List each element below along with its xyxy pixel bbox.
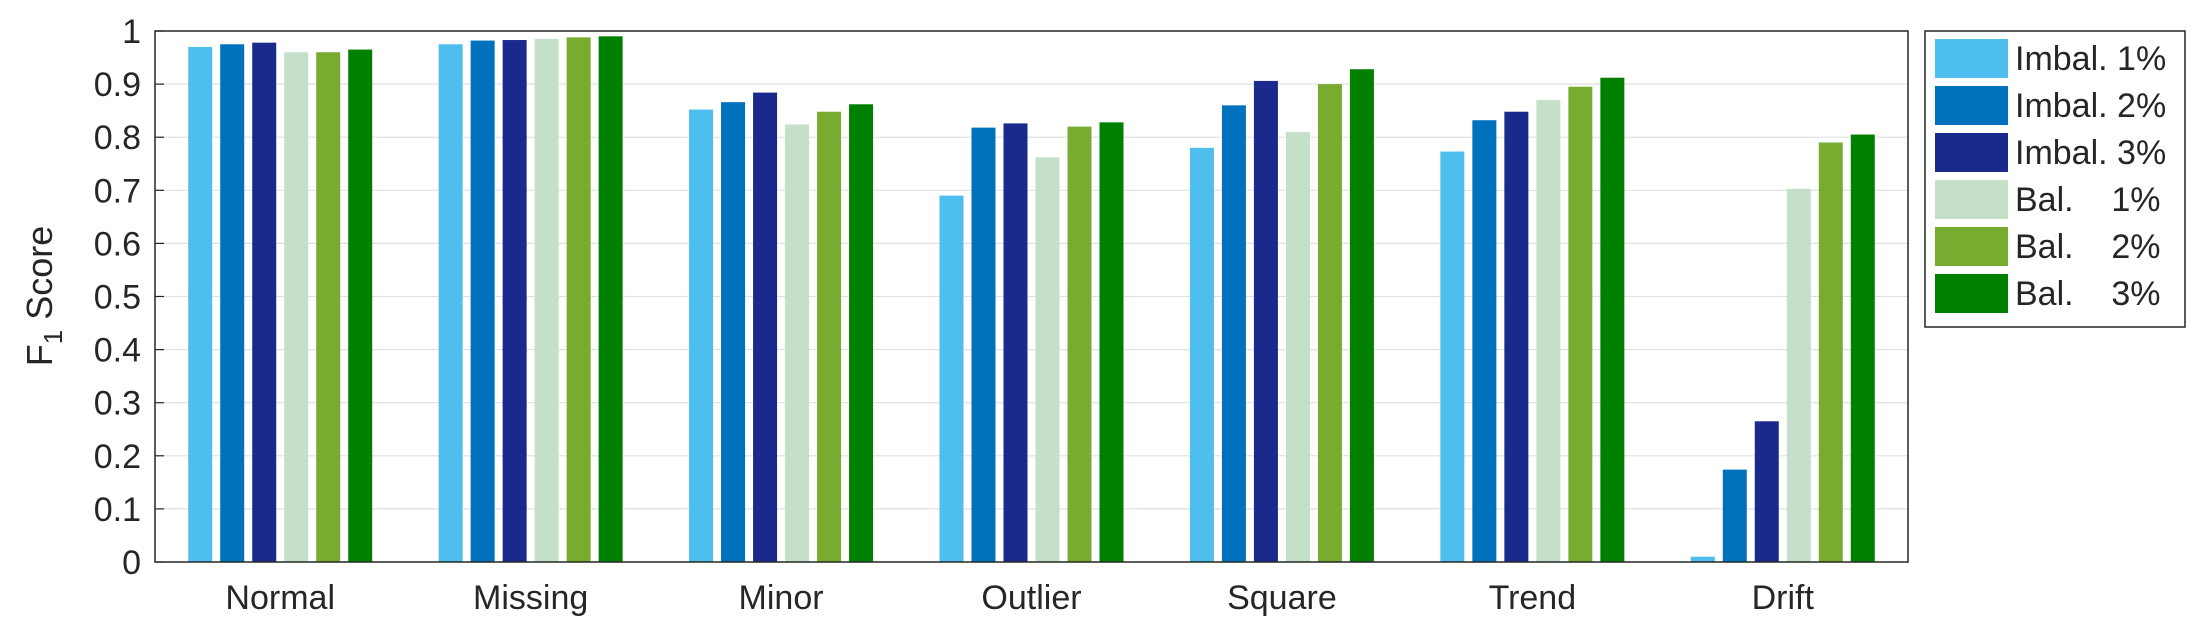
bar-trend-series-1 — [1440, 151, 1465, 563]
bar-missing-series-4 — [534, 38, 559, 562]
bar-normal-series-6 — [348, 49, 373, 562]
bar-minor-series-4 — [785, 124, 810, 563]
y-tick-label: 0.2 — [94, 438, 141, 476]
y-tick-label: 0.4 — [94, 332, 141, 370]
bar-outlier-series-5 — [1067, 126, 1092, 562]
bar-normal-series-4 — [284, 52, 309, 563]
legend-label: Imbal. 3% — [2015, 134, 2166, 172]
bar-outlier-series-3 — [1003, 123, 1028, 563]
y-tick-label: 0 — [122, 544, 141, 582]
grid-lines — [155, 30, 1908, 563]
legend-label: Bal. 1% — [2015, 181, 2161, 219]
bar-normal-series-1 — [188, 46, 213, 563]
bar-drift-series-4 — [1786, 188, 1811, 562]
x-tick-label: Drift — [1752, 579, 1815, 617]
legend-label: Imbal. 2% — [2015, 87, 2166, 125]
x-tick-label: Minor — [739, 579, 824, 617]
legend-swatch — [1935, 133, 2008, 172]
bar-square-series-4 — [1285, 131, 1310, 562]
bar-normal-series-5 — [316, 52, 341, 563]
bar-trend-series-3 — [1504, 111, 1529, 562]
y-tick-label: 0.1 — [94, 491, 141, 529]
bar-missing-series-3 — [502, 40, 527, 563]
bar-drift-series-3 — [1754, 421, 1779, 562]
bar-normal-series-3 — [252, 42, 277, 562]
bar-minor-series-5 — [817, 111, 842, 562]
bar-minor-series-1 — [689, 109, 714, 562]
bar-missing-series-2 — [470, 40, 495, 563]
bar-drift-series-5 — [1818, 142, 1843, 562]
legend-label: Imbal. 1% — [2015, 40, 2166, 78]
legend-swatch — [1935, 39, 2008, 78]
bar-square-series-3 — [1253, 80, 1278, 562]
x-tick-label: Missing — [473, 579, 588, 617]
bar-trend-series-5 — [1568, 86, 1593, 562]
bar-trend-series-6 — [1600, 77, 1625, 562]
legend-label: Bal. 2% — [2015, 228, 2161, 266]
legend-swatch — [1935, 86, 2008, 125]
y-tick-label: 0.8 — [94, 119, 141, 157]
legend-swatch — [1935, 227, 2008, 266]
bar-square-series-6 — [1349, 69, 1374, 563]
bar-drift-series-6 — [1850, 134, 1875, 563]
bar-outlier-series-1 — [939, 195, 964, 563]
bar-trend-series-4 — [1536, 100, 1561, 562]
y-tick-label: 0.7 — [94, 172, 141, 210]
plot-frame — [154, 30, 1909, 563]
y-axis-label-subscript: 1 — [38, 330, 68, 344]
bar-drift-series-1 — [1690, 556, 1715, 562]
bar-square-series-2 — [1221, 105, 1246, 562]
y-tick-label: 0.6 — [94, 225, 141, 263]
x-tick-labels: Normal Missing Minor Outlier Square Trend Drif… — [225, 579, 1814, 617]
bar-missing-series-5 — [566, 37, 591, 562]
x-tick-label: Outlier — [981, 579, 1081, 617]
legend-box — [1924, 30, 2186, 328]
legend: Imbal. 1% Imbal. 2% Imbal. 3% Bal. 1% Bal. 2… — [1924, 30, 2186, 328]
y-tick-label: 0.9 — [94, 66, 141, 104]
bar-outlier-series-4 — [1035, 157, 1060, 563]
bars — [188, 36, 1875, 563]
y-tick-label: 0.5 — [94, 279, 141, 317]
bar-normal-series-2 — [220, 44, 245, 562]
y-axis-label-suffix: Score — [19, 226, 60, 330]
legend-label: Bal. 3% — [2015, 275, 2161, 313]
bar-drift-series-2 — [1722, 469, 1747, 562]
bar-outlier-series-2 — [971, 127, 996, 562]
y-axis-label: F1 Score — [19, 226, 68, 367]
bar-square-series-1 — [1189, 147, 1214, 562]
bar-minor-series-2 — [721, 102, 746, 563]
bar-square-series-5 — [1317, 84, 1342, 562]
bar-minor-series-6 — [849, 104, 874, 562]
x-tick-label: Trend — [1489, 579, 1577, 617]
y-tick-label: 0.3 — [94, 385, 141, 423]
x-tick-label: Normal — [225, 579, 335, 617]
bar-minor-series-3 — [753, 92, 778, 562]
bar-trend-series-2 — [1472, 120, 1497, 562]
bar-outlier-series-6 — [1099, 122, 1124, 562]
y-tick-labels: 0 0.1 0.2 0.3 0.4 0.5 0.6 0.7 0.8 0.9 1 — [94, 13, 141, 582]
legend-swatch — [1935, 274, 2008, 313]
bar-missing-series-6 — [598, 36, 623, 563]
bar-missing-series-1 — [438, 44, 463, 562]
x-tick-label: Square — [1227, 579, 1337, 617]
y-axis-label-main: F — [19, 344, 60, 366]
legend-swatch — [1935, 180, 2008, 219]
y-tick-label: 1 — [122, 13, 141, 51]
